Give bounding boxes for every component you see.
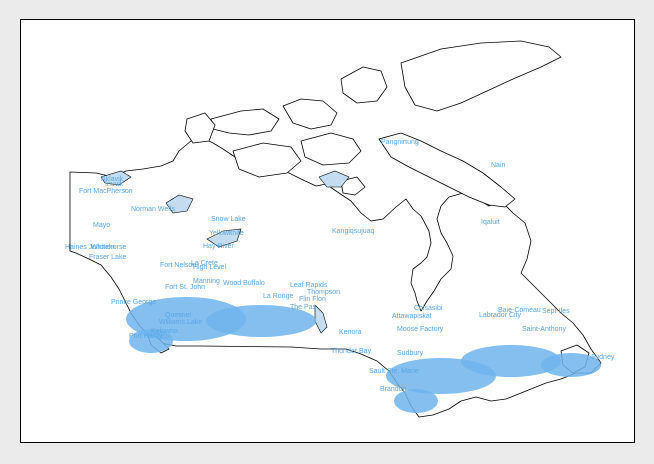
cluster-maritimes [541, 353, 601, 377]
city-label: Manning [193, 278, 220, 285]
foxe-basin-lake [318, 170, 350, 188]
mackenzie-delta-lake [100, 170, 132, 186]
city-label: Sydney [591, 354, 615, 361]
canada-map: Aklavik Inuvik Fort MacPherson Norman We… [65, 40, 615, 418]
cluster-southwest-ontario [394, 389, 438, 413]
city-label: Sudbury [397, 350, 424, 357]
banks-island [184, 112, 216, 144]
city-label: Sept-Iles [542, 308, 570, 315]
city-label: Leaf Rapids [290, 282, 328, 289]
city-label: Yellowknife [209, 230, 244, 237]
city-label: Sault Ste. Marie [369, 368, 419, 375]
city-label: Labrador City [479, 312, 522, 319]
city-label: La Crete [191, 260, 218, 267]
city-label: Snow Lake [211, 216, 246, 223]
city-label: Kangiqsujuaq [332, 228, 375, 235]
city-label: Flin Flon [299, 296, 326, 303]
city-label: Mayo [93, 222, 110, 229]
city-label: Brandon [380, 386, 407, 393]
baffin-island [378, 132, 516, 208]
great-bear-lake [165, 194, 194, 214]
city-label: Haines Junction [65, 244, 115, 251]
city-label: Prince George [111, 299, 156, 306]
city-label: Iqaluit [481, 219, 500, 226]
city-label: Fort St. John [165, 284, 205, 291]
city-label: High Level [193, 264, 227, 271]
arctic-island-2 [282, 98, 338, 130]
cluster-coast [129, 329, 173, 353]
southampton-island [340, 176, 366, 196]
city-label: La Ronge [263, 293, 293, 300]
arctic-island-1 [210, 108, 280, 136]
city-labels: Aklavik Inuvik Fort MacPherson Norman We… [65, 139, 615, 393]
cluster-prairies [206, 305, 316, 337]
city-label: Moose Factory [397, 326, 444, 333]
city-label: Williams Lake [159, 319, 202, 326]
arctic-island-3 [300, 132, 362, 166]
victoria-island [232, 142, 302, 178]
city-label: Thompson [307, 289, 340, 296]
city-label: The Pas [290, 304, 317, 311]
city-label: Aklavik [101, 176, 124, 183]
city-label: Fort Nelson [160, 262, 196, 269]
city-label: Hay River [203, 243, 234, 250]
city-label: Chisasibi [414, 305, 443, 312]
city-label: Pangnirtung [381, 139, 419, 146]
city-label: Norman Wells [131, 206, 175, 213]
arctic-island-4 [340, 66, 388, 104]
city-label: Kelowna [151, 328, 178, 335]
southern-label-cluster [126, 297, 601, 413]
city-label: Inuvik [105, 181, 124, 188]
city-label: Saint-Anthony [522, 326, 566, 333]
city-label: Fort MacPherson [79, 188, 133, 195]
city-label: Whitehorse [91, 244, 127, 251]
ellesmere-island [400, 40, 562, 112]
city-label: Nain [491, 162, 506, 169]
cluster-quebec [461, 345, 561, 377]
city-label: Thunder Bay [331, 348, 372, 355]
map-plot-frame: Aklavik Inuvik Fort MacPherson Norman We… [20, 19, 635, 443]
city-label: Wood Buffalo [223, 280, 265, 287]
city-label: Attawapiskat [392, 313, 432, 320]
city-label: Port Hardy [129, 333, 163, 340]
great-slave-lake [206, 228, 242, 248]
city-label: Quesnel [165, 312, 192, 319]
city-label: Kenora [339, 329, 362, 336]
city-label: Baie-Comeau [498, 307, 541, 314]
city-label: Fraser Lake [89, 254, 126, 261]
